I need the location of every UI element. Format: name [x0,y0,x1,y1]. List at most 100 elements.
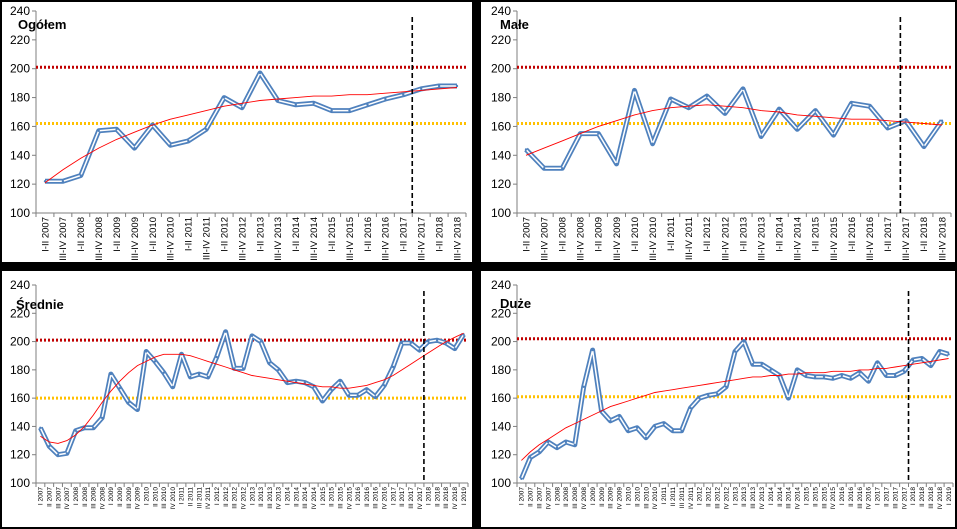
trend-line [521,358,949,461]
data-point [402,93,405,96]
data-point [609,419,612,422]
x-tick-label: III 2017 [892,487,899,509]
data-point [356,394,359,397]
data-point [233,367,236,370]
data-point [904,119,907,122]
data-point [813,375,817,379]
data-point [787,396,790,400]
data-point [56,453,60,456]
data-point [339,380,342,383]
data-point [127,401,130,404]
y-tick-label: 200 [491,335,511,349]
data-point [868,105,871,108]
x-tick-label: I 2008 [73,487,80,505]
data-point [618,415,621,418]
x-tick-label: III 2018 [443,487,450,509]
x-tick-label: I 2011 [179,487,186,505]
data-point [400,341,404,345]
x-tick-label: III-IV 2013 [756,217,767,261]
y-tick-label: 160 [10,119,30,133]
x-tick-label: III-IV 2018 [937,217,948,261]
data-point [840,374,843,377]
data-point [651,142,654,145]
x-tick-label: IV 2018 [937,487,944,510]
x-tick-label: II 2012 [706,487,713,507]
x-tick-label: III 2015 [337,487,344,509]
data-point [366,103,369,107]
y-tick-label: 200 [491,62,511,76]
x-tick-label: I-II 2014 [291,217,302,252]
data-point [365,388,368,391]
data-point [276,99,280,102]
data-point [938,350,941,353]
x-tick-label: I 2013 [249,487,256,505]
x-tick-label: III-IV 2010 [648,217,659,261]
x-tick-label: III 2009 [608,487,615,509]
x-tick-label: II 2014 [777,487,784,507]
x-tick-label: IV 2008 [581,487,588,510]
data-point [902,370,906,373]
data-point [169,144,172,147]
data-point [555,446,559,449]
data-point [520,477,523,480]
x-tick-label: II 2018 [919,487,926,507]
x-tick-label: III 2008 [91,487,98,509]
y-tick-label: 140 [10,148,30,162]
data-point [153,360,157,363]
y-tick-label: 180 [491,91,511,105]
y-tick-label: 120 [10,448,30,462]
x-tick-label: III-IV 2008 [94,217,105,261]
x-tick-label: II 2010 [152,487,159,507]
x-tick-label: I-II 2007 [40,217,51,252]
chart-panel-male: 100 120 140 160 180 200 220 240 I-II 2007 III-IV … [481,2,955,262]
data-point [312,385,315,388]
data-point [418,348,421,352]
x-tick-label: III-IV 2014 [793,217,804,261]
data-point [384,97,387,101]
x-tick-label: IV 2009 [135,487,142,510]
chart-male: 100 120 140 160 180 200 220 240 I-II 2007 III-IV … [491,4,952,261]
x-tick-label: IV 2015 [830,487,837,510]
x-tick-label: I 2009 [108,487,115,505]
x-tick-label: IV 2007 [64,487,71,510]
x-tick-label: IV 2013 [759,487,766,510]
x-tick-label: II 2008 [563,487,570,507]
data-point [383,384,386,387]
x-tick-label: IV 2011 [205,487,212,509]
data-point [133,146,136,150]
x-tick-label: III-IV 2017 [417,217,428,261]
y-tick-label: 200 [10,335,30,349]
x-tick-label: I-II 2013 [738,217,749,252]
data-point [222,96,226,99]
x-tick-label: IV 2016 [382,487,389,510]
x-tick-label: II 2016 [848,487,855,507]
data-point [886,126,889,130]
data-point [240,106,244,109]
y-tick-label: 220 [10,33,30,47]
x-tick-label: II 2011 [188,487,195,507]
x-tick-label: III-IV 2011 [202,217,213,260]
x-tick-label: II 2007 [528,487,535,507]
data-point [294,103,297,107]
x-tick-label: I-II 2009 [112,217,123,252]
chart-title: Średnie [16,297,64,312]
data-point [814,109,817,112]
x-tick-label: IV 2010 [170,487,177,510]
data-point [312,102,315,105]
chart-title: Ogółem [18,17,66,32]
x-tick-label: II 2009 [599,487,606,507]
data-point [564,440,568,444]
data-point [145,350,148,353]
data-point [633,89,636,92]
x-tick-label: I 2012 [697,487,704,505]
data-point [258,71,262,75]
x-tick-label: I-II 2016 [363,217,374,252]
data-point [769,368,772,372]
data-point [542,167,546,170]
y-tick-label: 120 [491,448,511,462]
data-point [582,385,585,388]
x-tick-label: I-II 2015 [811,217,822,252]
x-tick-label: III-IV 2009 [130,217,141,261]
data-point [286,381,289,384]
x-tick-label: III-IV 2016 [381,217,392,261]
